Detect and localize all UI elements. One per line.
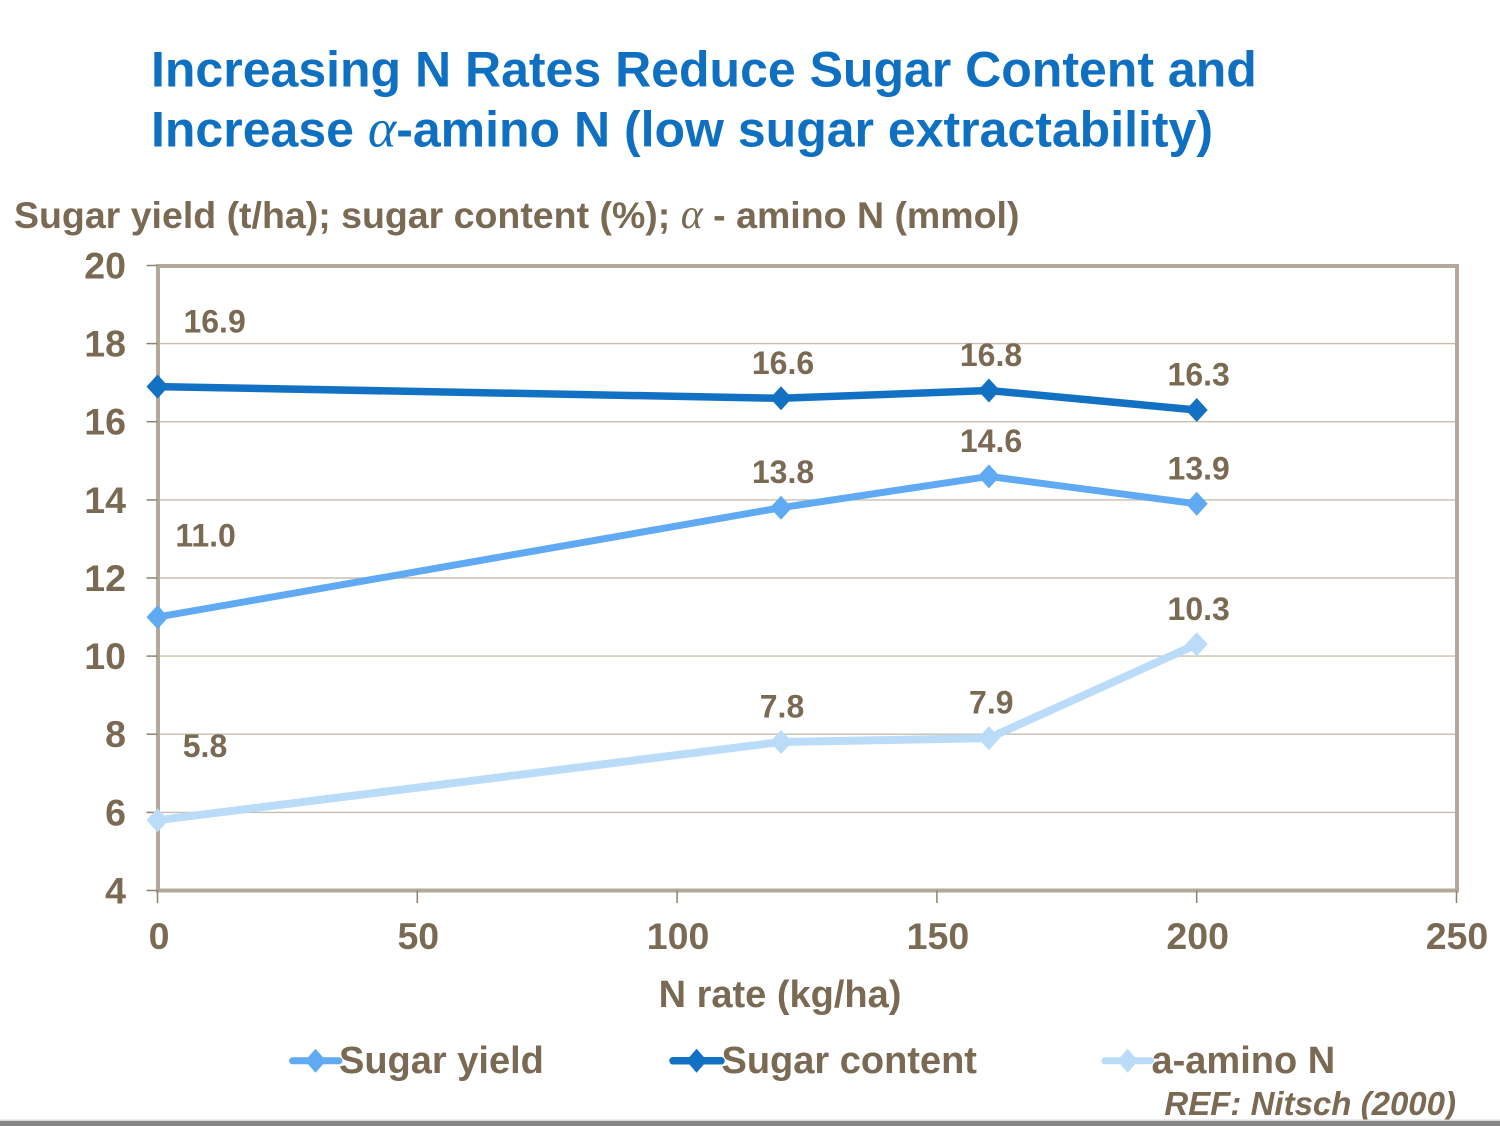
svg-text:16: 16 bbox=[84, 401, 126, 443]
svg-text:100: 100 bbox=[647, 915, 710, 957]
svg-text:6: 6 bbox=[105, 791, 126, 833]
svg-text:a-amino N: a-amino N bbox=[1152, 1040, 1336, 1082]
svg-text:200: 200 bbox=[1166, 915, 1229, 957]
svg-text:150: 150 bbox=[907, 915, 970, 957]
svg-text:Increasing N Rates Reduce Suga: Increasing N Rates Reduce Sugar Content … bbox=[151, 42, 1257, 98]
svg-text:0: 0 bbox=[149, 915, 170, 957]
svg-text:Sugar content: Sugar content bbox=[722, 1040, 978, 1082]
svg-text:4: 4 bbox=[105, 869, 126, 911]
svg-text:7.9: 7.9 bbox=[969, 685, 1013, 721]
svg-text:12: 12 bbox=[84, 557, 126, 599]
svg-text:11.0: 11.0 bbox=[175, 518, 236, 554]
svg-text:10.3: 10.3 bbox=[1168, 591, 1230, 627]
svg-text:14.6: 14.6 bbox=[960, 423, 1022, 459]
svg-text:N rate (kg/ha): N rate (kg/ha) bbox=[659, 974, 902, 1016]
svg-text:20: 20 bbox=[84, 244, 126, 286]
svg-text:13.9: 13.9 bbox=[1168, 450, 1230, 486]
svg-text:Increase α-amino N (low sugar: Increase α-amino N (low sugar extractabi… bbox=[151, 99, 1213, 159]
svg-text:16.8: 16.8 bbox=[960, 337, 1022, 373]
svg-text:250: 250 bbox=[1426, 915, 1489, 957]
svg-text:Sugar yield: Sugar yield bbox=[339, 1040, 544, 1082]
svg-text:16.6: 16.6 bbox=[752, 345, 814, 381]
svg-text:16.9: 16.9 bbox=[183, 304, 245, 340]
svg-text:18: 18 bbox=[84, 323, 126, 365]
svg-text:14: 14 bbox=[84, 479, 126, 521]
svg-text:10: 10 bbox=[84, 635, 126, 677]
svg-text:REF: Nitsch (2000): REF: Nitsch (2000) bbox=[1164, 1085, 1456, 1122]
svg-text:16.3: 16.3 bbox=[1168, 357, 1230, 393]
svg-text:7.8: 7.8 bbox=[760, 689, 804, 725]
svg-text:5.8: 5.8 bbox=[183, 728, 227, 764]
svg-text:Sugar yield (t/ha); sugar cont: Sugar yield (t/ha); sugar content (%); α… bbox=[14, 192, 1019, 238]
svg-text:50: 50 bbox=[397, 915, 439, 957]
svg-text:13.8: 13.8 bbox=[752, 454, 814, 490]
svg-text:8: 8 bbox=[105, 713, 126, 755]
